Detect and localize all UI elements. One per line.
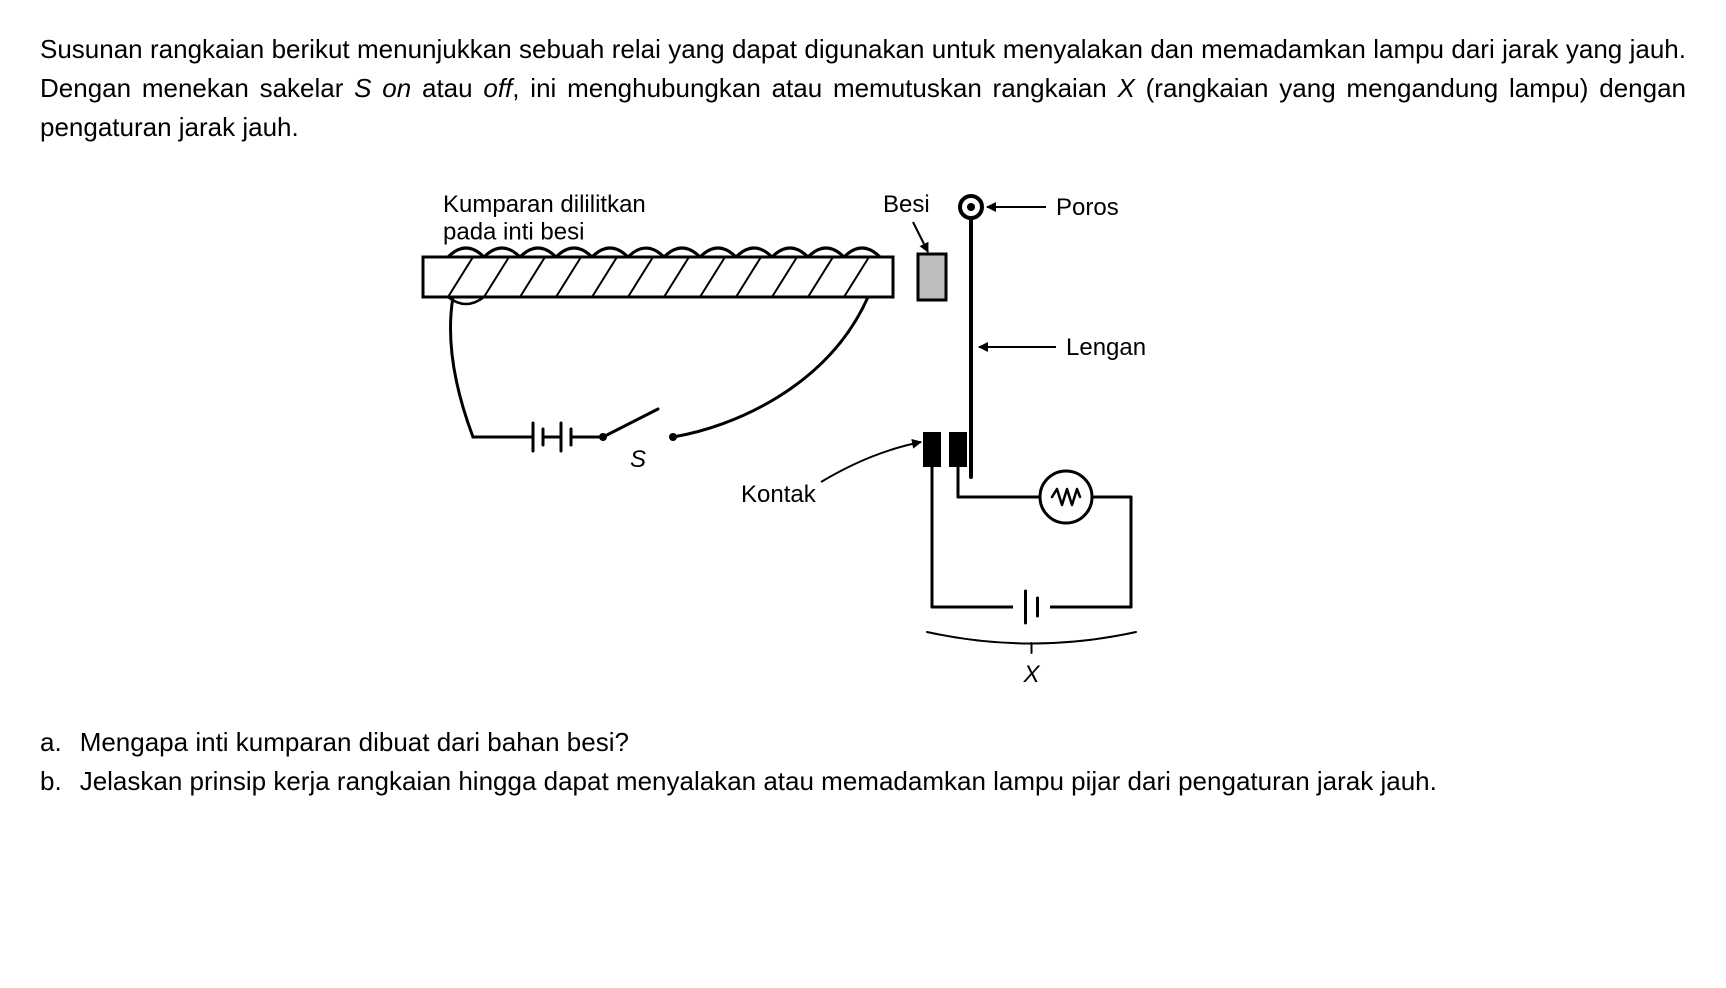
svg-text:Lengan: Lengan xyxy=(1066,334,1146,361)
svg-text:pada inti besi: pada inti besi xyxy=(443,219,584,246)
svg-text:Poros: Poros xyxy=(1056,194,1119,221)
diagram-container: Kumparan dililitkanpada inti besi Besi Por… xyxy=(40,167,1686,698)
relay-diagram: Kumparan dililitkanpada inti besi Besi Por… xyxy=(383,167,1343,698)
question-b-text: Jelaskan prinsip kerja rangkaian hingga … xyxy=(80,762,1437,801)
svg-text:Kumparan dililitkan: Kumparan dililitkan xyxy=(443,191,646,218)
svg-text:X: X xyxy=(1022,661,1040,687)
svg-text:Kontak: Kontak xyxy=(741,481,817,508)
questions-list: a. Mengapa inti kumparan dibuat dari bah… xyxy=(40,723,1437,801)
question-b-letter: b. xyxy=(40,762,80,801)
question-a-letter: a. xyxy=(40,723,80,762)
question-b: b. Jelaskan prinsip kerja rangkaian hing… xyxy=(40,762,1437,801)
svg-text:S: S xyxy=(630,446,646,473)
svg-text:Besi: Besi xyxy=(883,191,930,218)
intro-paragraph: Susunan rangkaian berikut menunjukkan se… xyxy=(40,30,1686,147)
question-a-text: Mengapa inti kumparan dibuat dari bahan … xyxy=(80,723,1437,762)
question-a: a. Mengapa inti kumparan dibuat dari bah… xyxy=(40,723,1437,762)
